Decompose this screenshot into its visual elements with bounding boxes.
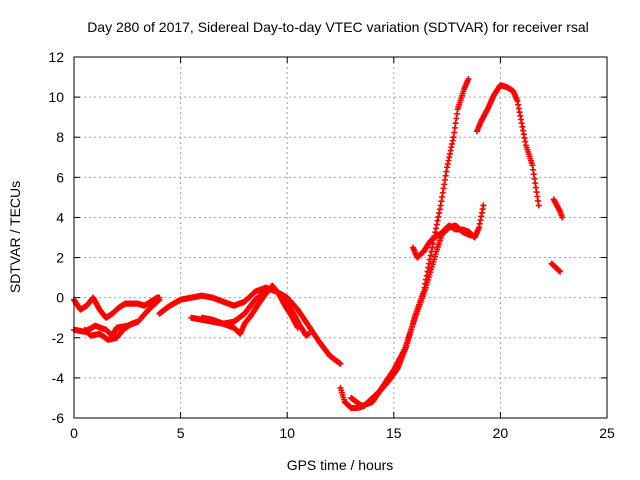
x-axis-label: GPS time / hours — [287, 457, 394, 473]
y-tick-label: 12 — [48, 49, 64, 65]
data-point — [535, 202, 542, 209]
y-tick-label: -6 — [52, 410, 65, 426]
y-tick-label: -4 — [52, 370, 65, 386]
data-point — [467, 232, 474, 239]
data-point — [156, 296, 163, 303]
y-tick-label: 10 — [48, 89, 64, 105]
x-tick-label: 5 — [177, 425, 185, 441]
data-point — [337, 360, 344, 367]
data-points — [71, 76, 566, 411]
y-tick-label: 8 — [56, 129, 64, 145]
data-point — [134, 318, 141, 325]
y-tick-label: 6 — [56, 169, 64, 185]
data-point — [559, 214, 566, 221]
chart-title: Day 280 of 2017, Sidereal Day-to-day VTE… — [87, 19, 589, 35]
x-tick-label: 15 — [386, 425, 402, 441]
data-point — [465, 76, 472, 83]
x-tick-label: 0 — [70, 425, 78, 441]
plot-frame — [73, 56, 608, 419]
x-tick-label: 10 — [279, 425, 295, 441]
y-tick-label: 4 — [56, 209, 64, 225]
x-tick-label: 25 — [599, 425, 615, 441]
y-axis-label: SDTVAR / TECUs — [7, 181, 23, 293]
data-point — [305, 330, 312, 337]
y-tick-label: -2 — [52, 330, 65, 346]
y-tick-label: 0 — [56, 290, 64, 306]
data-point — [557, 268, 564, 275]
grid-lines — [74, 57, 607, 418]
data-point — [480, 202, 487, 209]
y-tick-label: 2 — [56, 250, 64, 266]
x-tick-label: 20 — [493, 425, 509, 441]
data-point — [294, 324, 301, 331]
